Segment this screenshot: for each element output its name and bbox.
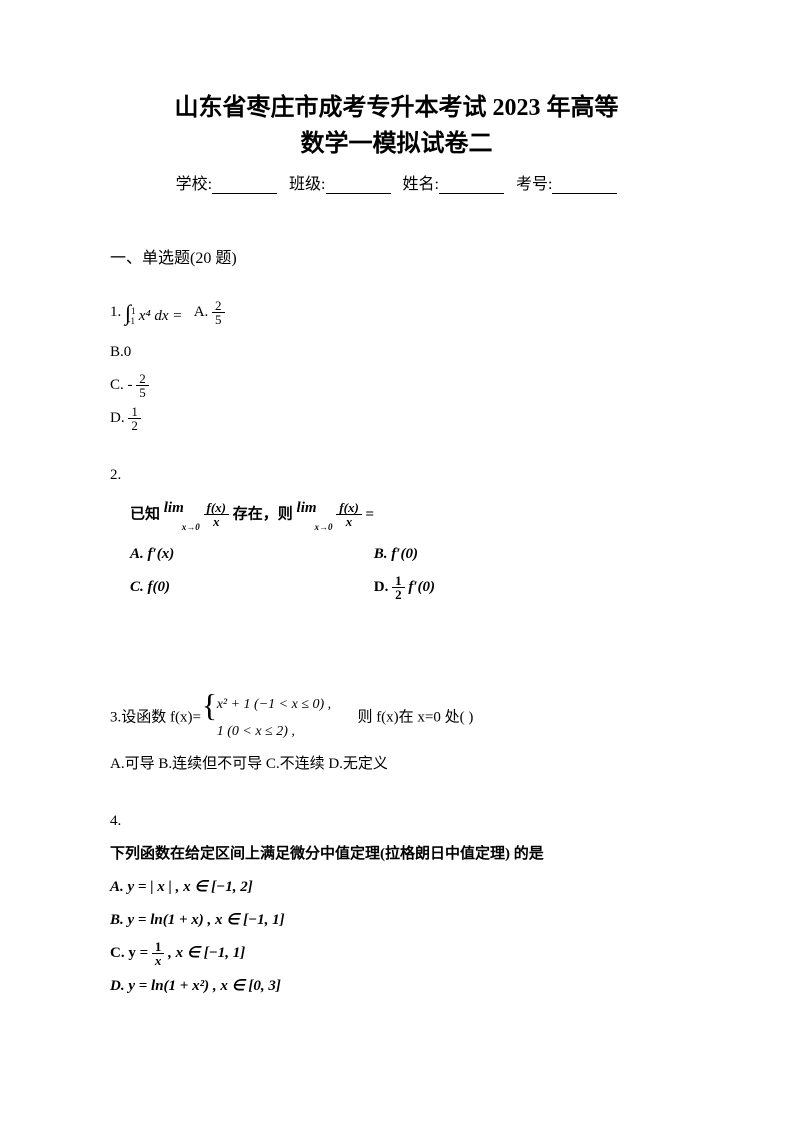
q4-number: 4. [110,808,683,835]
class-label: 班级: [289,176,325,193]
q4-opt-b: B. y = ln(1 + x) , x ∈ [−1, 1] [110,907,683,934]
title-line-1: 山东省枣庄市成考专升本考试 2023 年高等 [110,90,683,126]
q3-options: A.可导 B.连续但不可导 C.不连续 D.无定义 [110,751,683,778]
q2-stem: 已知 lim x→0 f(x) x 存在，则 lim x→0 f(x) x = [130,495,683,535]
section-1-header: 一、单选题(20 题) [110,244,683,268]
question-2: 2. 已知 lim x→0 f(x) x 存在，则 lim x→0 f(x) x… [110,462,683,601]
q1-opt-a-frac: 2 5 [212,299,225,326]
title-line-2: 数学一模拟试卷二 [110,126,683,162]
examno-label: 考号: [516,176,552,193]
q4-stem: 下列函数在给定区间上满足微分中值定理(拉格朗日中值定理) 的是 [110,841,683,868]
q2-opt-a: A. f′(x) [130,541,370,568]
name-label: 姓名: [403,176,439,193]
name-field[interactable] [439,176,504,194]
q1-opt-c-frac: 2 5 [136,372,149,399]
q2-opt-c: C. f(0) [130,574,370,601]
question-3: 3.设函数 f(x)= x² + 1 (−1 < x ≤ 0) , 1 (0 <… [110,691,683,778]
q3-number: 3. [110,709,121,725]
q1-opt-c-label: C. [110,377,124,393]
q1-opt-d-frac: 1 2 [128,405,141,432]
q4-opt-a: A. y = | x | , x ∈ [−1, 2] [110,874,683,901]
q1-opt-a-label: A. [194,304,209,320]
q1-number: 1. [110,304,121,320]
examno-field[interactable] [552,176,617,194]
question-1: 1. ∫1-1 x⁴ dx = A. 2 5 B.0 C. - 2 5 D. 1… [110,293,683,432]
class-field[interactable] [326,176,391,194]
page-title: 山东省枣庄市成考专升本考试 2023 年高等 数学一模拟试卷二 [110,90,683,162]
q1-opt-b: B.0 [110,339,683,366]
q1-opt-d-label: D. [110,410,125,426]
q4-opt-d: D. y = ln(1 + x²) , x ∈ [0, 3] [110,973,683,1000]
q3-piecewise: x² + 1 (−1 < x ≤ 0) , 1 (0 < x ≤ 2) , [205,691,331,745]
form-line: 学校: 班级: 姓名: 考号: [110,170,683,194]
school-field[interactable] [212,176,277,194]
q2-opt-b: B. f′(0) [374,541,614,568]
q2-number: 2. [110,462,683,489]
question-4: 4. 下列函数在给定区间上满足微分中值定理(拉格朗日中值定理) 的是 A. y … [110,808,683,1000]
q4-opt-c: C. y = 1 x , x ∈ [−1, 1] [110,940,683,967]
q2-opt-d: D. 1 2 f′(0) [374,574,614,601]
school-label: 学校: [176,176,212,193]
q1-integral: ∫1-1 x⁴ dx = [125,293,182,333]
